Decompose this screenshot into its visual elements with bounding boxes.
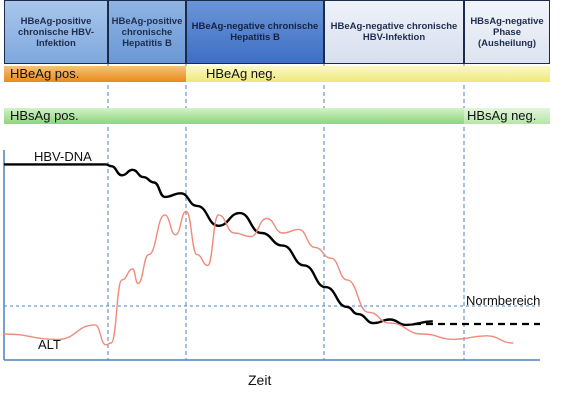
series-layer [3,163,514,346]
normbereich-label: Normbereich [466,293,541,308]
hbeag-neg-bar: HBeAg neg. [186,66,550,82]
hbsag-neg-label: HBsAg neg. [467,108,537,123]
hbeag-pos-bar: HBeAg pos. [4,66,186,82]
phase-label-3: HBeAg-negative chronische Hepatitis B [191,21,319,43]
phase-label-2: HBeAg-positive chronische Hepatitis B [111,15,183,49]
phase-label-1: HBeAg-positive chronische HBV-Infektion [17,15,95,49]
hbsag-pos-label: HBsAg pos. [10,108,79,123]
hbv-dna-label: HBV-DNA [34,149,92,164]
x-axis-label: Zeit [248,372,272,388]
phase-box-1: HBeAg-positive chronische HBV-Infektion [4,0,108,64]
hbsag-pos-bar: HBsAg pos. [4,108,464,124]
phase-label-4: HBeAg-negative chronische HBV-Infektion [330,21,458,43]
hbeag-neg-label: HBeAg neg. [206,66,277,81]
alt-line [3,210,514,346]
phase-box-3: HBeAg-negative chronische Hepatitis B [186,0,324,64]
alt-label: ALT [38,337,61,352]
hbsag-neg-bar: HBsAg neg. [464,108,550,124]
phase-box-5: HBsAg-negative Phase (Ausheilung) [464,0,550,64]
phase-box-2: HBeAg-positive chronische Hepatitis B [108,0,186,64]
phase-label-5: HBsAg-negative Phase (Ausheilung) [470,15,544,49]
phase-box-4: HBeAg-negative chronische HBV-Infektion [324,0,464,64]
hbeag-pos-label: HBeAg pos. [10,66,80,81]
